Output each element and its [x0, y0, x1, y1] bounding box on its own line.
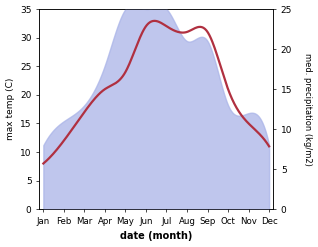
Y-axis label: med. precipitation (kg/m2): med. precipitation (kg/m2): [303, 53, 313, 165]
X-axis label: date (month): date (month): [120, 231, 192, 242]
Y-axis label: max temp (C): max temp (C): [5, 78, 15, 140]
